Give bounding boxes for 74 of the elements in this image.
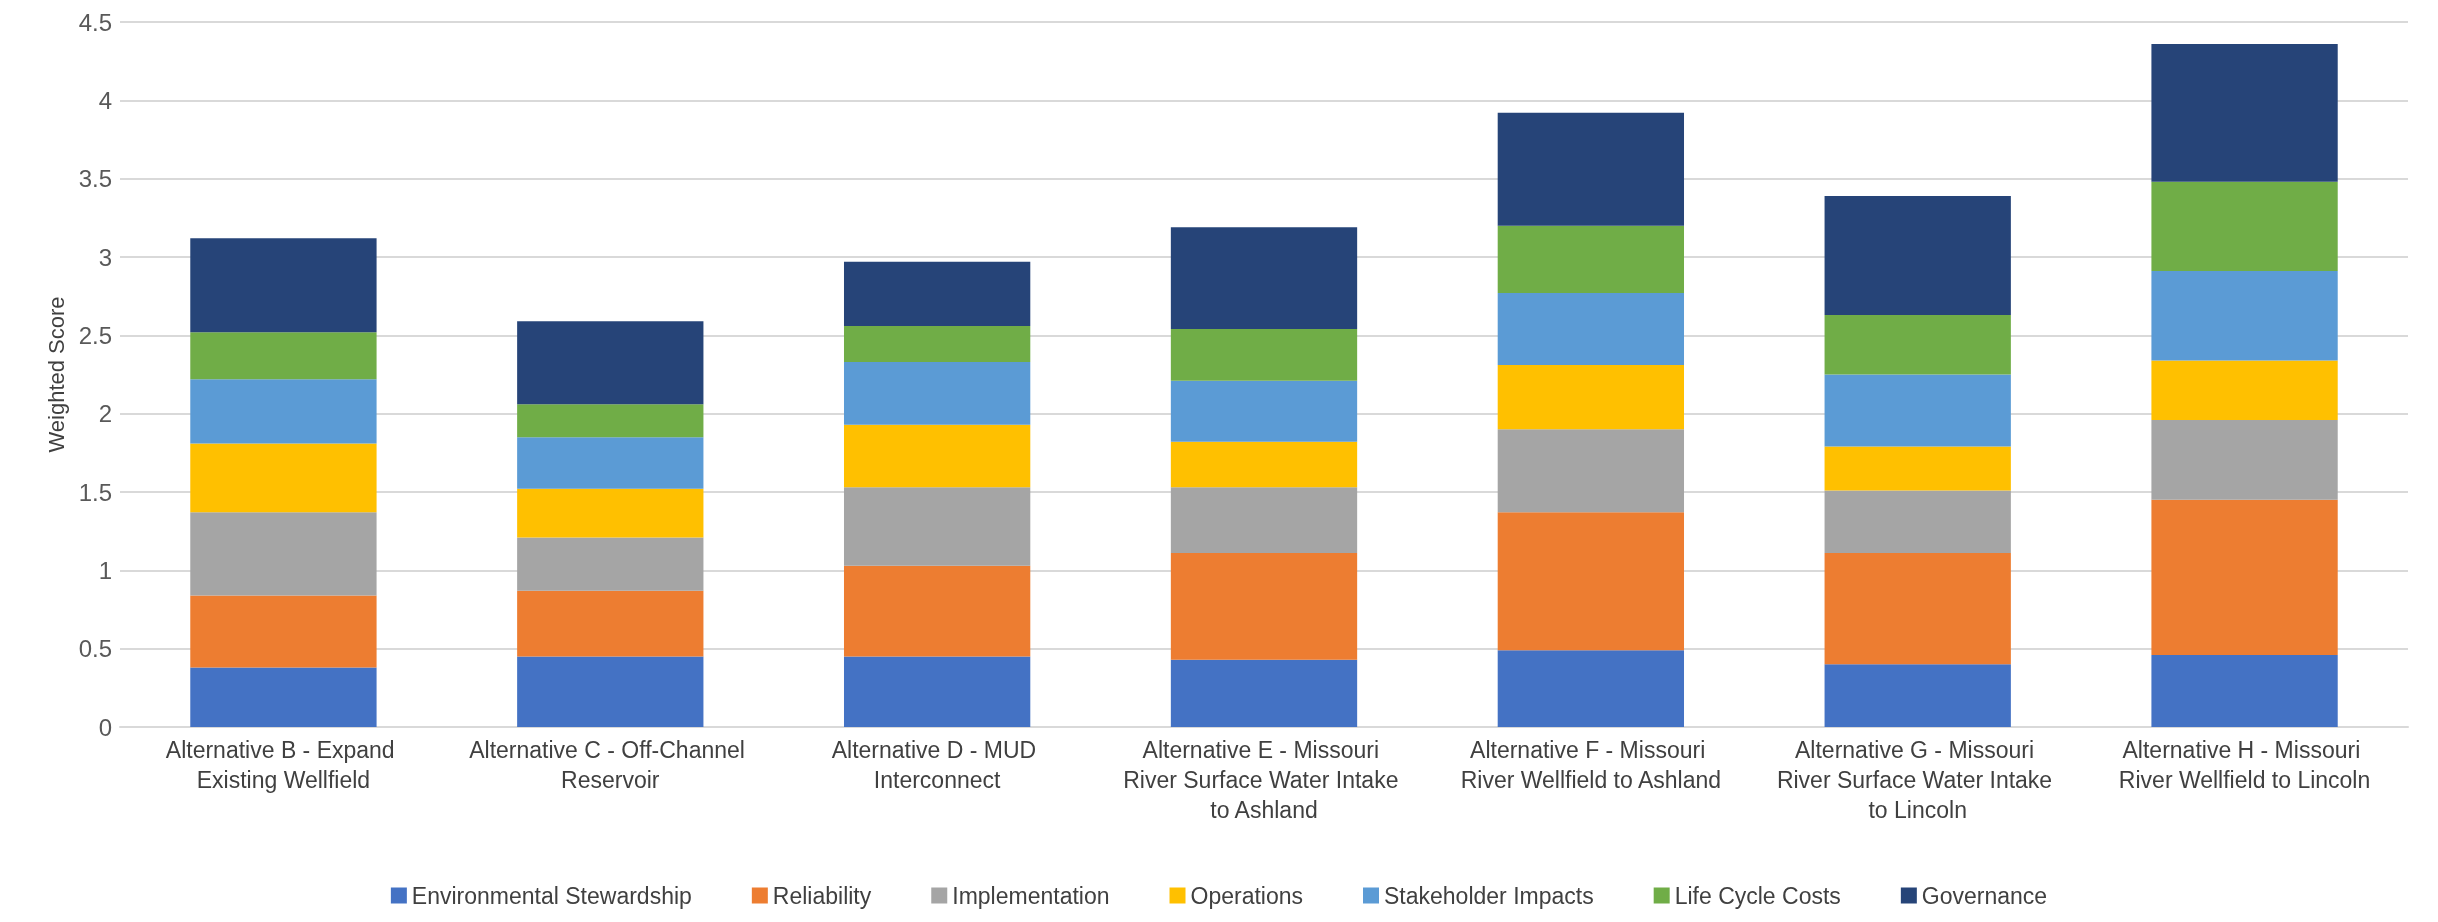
bar bbox=[1824, 664, 2011, 727]
bar bbox=[1824, 374, 2011, 447]
y-tick-label: 4.5 bbox=[78, 8, 112, 36]
y-tick-label: 2 bbox=[98, 400, 112, 428]
x-tick-label: Alternative F - Missouri River Wellfield to Ashland bbox=[1460, 737, 1722, 793]
bar bbox=[2151, 360, 2338, 420]
x-tick-label: Alternative C - Off-Channel Reservoir bbox=[469, 737, 752, 793]
y-tick-label: 2.5 bbox=[78, 321, 112, 349]
bar bbox=[190, 667, 377, 727]
bar bbox=[2151, 419, 2338, 500]
bar bbox=[1170, 487, 1358, 554]
x-tick-label: Alternative H - Missouri River Wellfield to Lincoln bbox=[2118, 737, 2371, 793]
bar bbox=[1824, 314, 2011, 375]
bar bbox=[190, 443, 377, 513]
y-tick-label: 3 bbox=[98, 243, 112, 271]
bar bbox=[190, 379, 377, 444]
bar bbox=[517, 488, 704, 538]
bar bbox=[1824, 195, 2011, 315]
bar bbox=[190, 332, 377, 380]
x-tick-label: Alternative E - Missouri River Surface Water Intake to Ashland bbox=[1123, 737, 1405, 823]
legend-label: Governance bbox=[1921, 882, 2048, 909]
bar bbox=[1170, 227, 1358, 330]
bar bbox=[190, 512, 377, 596]
legend-label: Implementation bbox=[952, 882, 1110, 909]
bar bbox=[2151, 499, 2338, 655]
y-tick-label: 3.5 bbox=[78, 165, 112, 193]
bar bbox=[1824, 446, 2011, 491]
bar bbox=[517, 590, 704, 657]
bar bbox=[517, 437, 704, 489]
bar bbox=[2151, 43, 2338, 182]
y-tick-label: 0 bbox=[98, 713, 112, 741]
bar bbox=[843, 487, 1031, 566]
bar bbox=[843, 361, 1031, 425]
bar bbox=[190, 595, 377, 668]
bar bbox=[843, 656, 1031, 727]
bar bbox=[1170, 380, 1358, 442]
bar bbox=[517, 404, 704, 438]
bar bbox=[1497, 650, 1685, 727]
bar bbox=[1497, 225, 1685, 294]
bar bbox=[1497, 512, 1685, 651]
bar bbox=[517, 321, 704, 405]
bar bbox=[843, 424, 1031, 488]
bar bbox=[517, 656, 704, 727]
legend-label: Environmental Stewardship bbox=[411, 882, 692, 909]
bar bbox=[1824, 490, 2011, 554]
legend-label: Operations bbox=[1190, 882, 1304, 909]
y-tick-label: 1.5 bbox=[78, 478, 112, 506]
y-tick-label: 1 bbox=[98, 556, 112, 584]
bar bbox=[1170, 329, 1358, 381]
bar bbox=[2151, 271, 2338, 361]
bar bbox=[1497, 365, 1685, 430]
bar bbox=[1497, 293, 1685, 366]
bar bbox=[843, 261, 1031, 326]
bar bbox=[2151, 181, 2338, 272]
x-tick-label: Alternative D - MUD Interconnect bbox=[831, 737, 1043, 793]
y-tick-label: 0.5 bbox=[78, 635, 112, 663]
bar bbox=[1170, 441, 1358, 488]
y-tick-label: 4 bbox=[98, 86, 112, 114]
x-tick-label: Alternative G - Missouri River Surface Water Intake to Lincoln bbox=[1776, 737, 2059, 823]
bar bbox=[190, 238, 377, 333]
bar bbox=[517, 537, 704, 591]
y-axis-title: Weighted Score bbox=[44, 296, 70, 453]
bar bbox=[1824, 553, 2011, 665]
x-tick-label: Alternative B - Expand Existing Wellfield bbox=[165, 737, 402, 793]
legend-label: Stakeholder Impacts bbox=[1384, 882, 1594, 909]
bar bbox=[1497, 112, 1685, 226]
bar bbox=[1497, 429, 1685, 513]
bar bbox=[2151, 654, 2338, 727]
legend-label: Life Cycle Costs bbox=[1674, 882, 1841, 909]
legend-label: Reliability bbox=[772, 882, 872, 909]
bar bbox=[1170, 659, 1358, 727]
bar bbox=[1170, 553, 1358, 660]
bar bbox=[843, 565, 1031, 657]
bar bbox=[843, 325, 1031, 362]
